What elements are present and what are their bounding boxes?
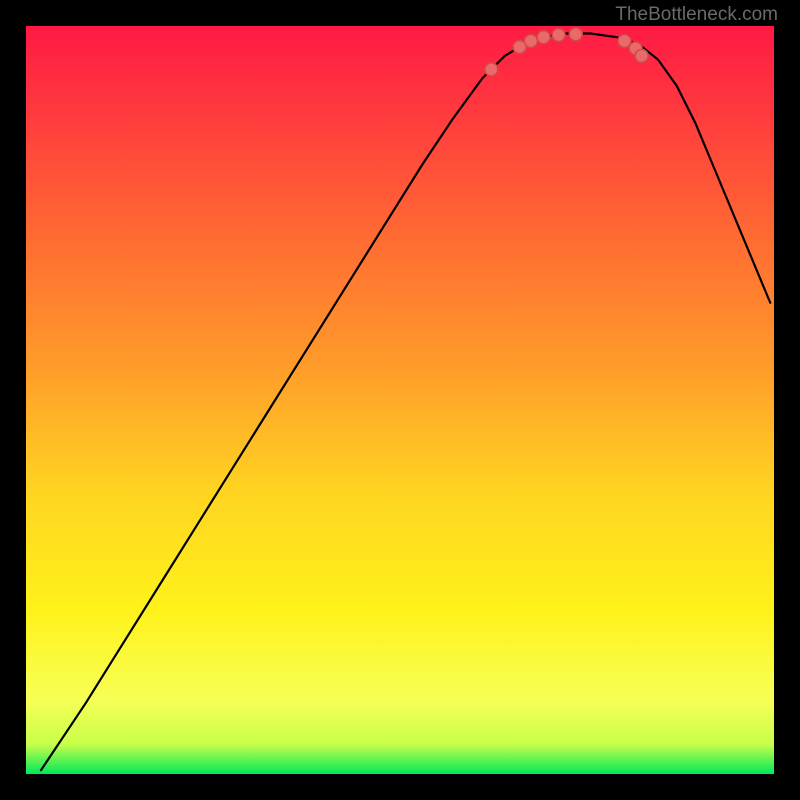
chart-marker [635,49,648,62]
chart-marker [485,63,498,76]
chart-marker [552,28,565,41]
chart-marker [537,31,550,44]
chart-marker [524,34,537,47]
chart-marker [569,28,582,41]
chart-marker [618,34,631,47]
watermark-text: TheBottleneck.com [615,4,778,26]
chart-svg [26,26,774,774]
chart-plot-area [26,26,774,774]
chart-background [26,26,774,774]
